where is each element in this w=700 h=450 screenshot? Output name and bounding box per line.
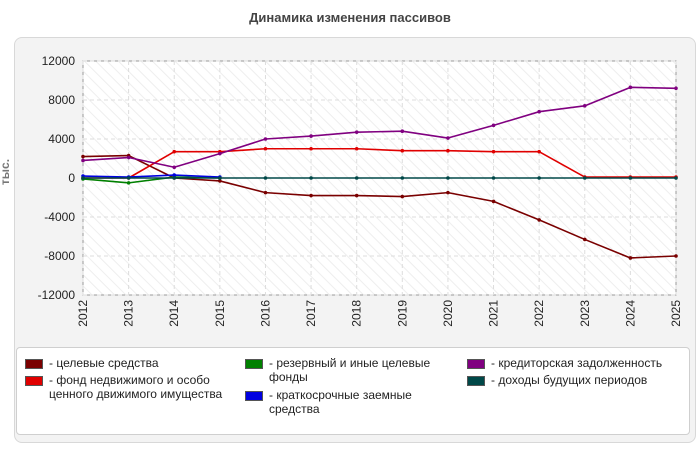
data-point (674, 86, 678, 91)
data-point (126, 176, 131, 180)
x-tick-label: 2015 (213, 300, 227, 327)
x-tick-label: 2013 (122, 300, 136, 327)
series-line (82, 174, 220, 178)
data-point (354, 130, 359, 134)
data-point (218, 151, 222, 156)
legend-swatch (245, 359, 263, 369)
x-tick-label: 2012 (76, 300, 90, 327)
data-point (628, 256, 633, 260)
data-point (172, 176, 177, 180)
series-line (83, 147, 676, 179)
data-point (628, 176, 633, 180)
data-point (491, 176, 496, 180)
y-tick-label: -8000 (44, 249, 75, 263)
data-point (354, 176, 359, 180)
y-tick-label: -12000 (38, 288, 76, 302)
x-tick-label: 2014 (167, 300, 181, 327)
x-tick-label: 2022 (532, 300, 546, 327)
x-tick-label: 2017 (304, 300, 318, 327)
x-tick-label: 2018 (350, 300, 364, 327)
series-lines (81, 85, 678, 260)
data-point (400, 176, 405, 180)
legend-label: - резервный и иные целевые фонды (269, 356, 431, 384)
y-tick-label: 0 (68, 171, 75, 185)
data-point (309, 134, 313, 138)
legend-label: - краткосрочные заемные средства (269, 388, 412, 416)
data-point (582, 176, 587, 180)
y-tick-labels: 12000 8000 4000 0 -4000 -8000 -12000 (38, 54, 76, 302)
y-tick-label: 4000 (48, 132, 75, 146)
x-tick-label: 2020 (441, 300, 455, 327)
legend-item-accounts-payable[interactable]: - кредиторская задолженность (467, 356, 689, 370)
data-point (263, 137, 268, 141)
data-point (172, 149, 177, 154)
legend-item-short-term-loans[interactable]: - краткосрочные заемные средства (245, 388, 460, 416)
legend-item-deferred-income[interactable]: - доходы будущих периодов (467, 373, 689, 387)
data-point (309, 146, 313, 151)
y-tick-label: -4000 (44, 210, 75, 224)
legend-swatch (25, 376, 43, 386)
legend-swatch (467, 359, 485, 369)
data-point (172, 173, 177, 177)
legend-label: - кредиторская задолженность (491, 356, 663, 370)
data-point (446, 136, 450, 140)
y-tick-label: 12000 (42, 54, 76, 68)
data-point (400, 194, 405, 199)
data-point (537, 218, 541, 222)
data-point (582, 237, 587, 242)
legend-swatch (25, 359, 43, 369)
x-tick-label: 2023 (578, 300, 592, 327)
data-point (446, 190, 450, 195)
legend-swatch (467, 376, 485, 386)
x-tick-label: 2021 (487, 300, 501, 327)
data-point (582, 104, 587, 108)
legend-label: - целевые средства (49, 356, 159, 370)
data-point (537, 149, 541, 154)
y-axis-label: тыс. (0, 158, 13, 186)
data-point (218, 176, 222, 180)
data-point (400, 129, 405, 133)
chart-title: Динамика изменения пассивов (249, 10, 451, 25)
data-point (674, 254, 678, 258)
data-point (446, 176, 450, 180)
x-tick-label: 2024 (623, 300, 637, 327)
data-point (537, 176, 541, 180)
x-tick-label: 2019 (395, 300, 409, 327)
data-point (491, 123, 496, 128)
series-line (82, 86, 677, 169)
x-tick-label: 2016 (258, 300, 272, 327)
data-point (81, 176, 85, 180)
legend-swatch (245, 391, 263, 401)
data-point (491, 149, 496, 154)
data-point (263, 176, 268, 180)
y-tick-label: 8000 (48, 93, 75, 107)
data-point (126, 155, 131, 160)
data-point (628, 85, 633, 90)
data-point (537, 109, 541, 114)
data-point (263, 190, 268, 195)
data-point (263, 146, 268, 151)
legend: - целевые средства - фонд недвижимого и … (16, 347, 690, 435)
data-point (218, 179, 222, 183)
data-point (309, 176, 313, 180)
x-tick-label: 2025 (669, 300, 683, 327)
data-point (81, 154, 85, 159)
legend-label: - фонд недвижимого и особо ценного движи… (49, 373, 223, 401)
legend-label: - доходы будущих периодов (491, 373, 648, 387)
data-point (674, 176, 678, 180)
data-point (81, 158, 85, 163)
data-point (126, 181, 131, 185)
legend-item-reserve-funds[interactable]: - резервный и иные целевые фонды (245, 356, 460, 384)
data-point (491, 199, 496, 204)
legend-item-target-funds[interactable]: - целевые средства (25, 356, 240, 370)
data-point (354, 193, 359, 198)
data-point (309, 193, 313, 198)
data-point (172, 165, 177, 170)
data-point (446, 148, 450, 153)
data-point (354, 146, 359, 151)
legend-item-property-fund[interactable]: - фонд недвижимого и особо ценного движи… (25, 373, 240, 401)
x-tick-labels: 2012 2013 2014 2015 2016 2017 2018 2019 2020 2021… (76, 300, 683, 327)
data-point (400, 148, 405, 153)
